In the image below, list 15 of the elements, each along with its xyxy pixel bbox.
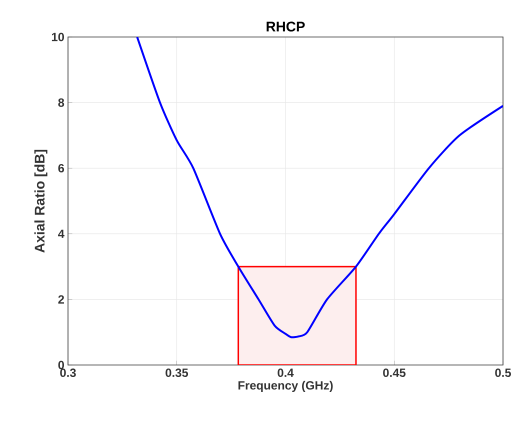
y-tick-label: 2 xyxy=(58,295,64,304)
y-tick-label: 6 xyxy=(58,164,64,172)
x-axis-title: Frequency (GHz) xyxy=(238,380,333,392)
x-tick-label: 0.45 xyxy=(383,368,406,377)
y-tick-label: 0 xyxy=(58,360,64,370)
x-tick-label: 0.3 xyxy=(60,368,76,378)
line-series xyxy=(136,36,504,338)
x-tick-label: 0.4 xyxy=(278,368,294,377)
x-tick-label: 0.5 xyxy=(495,368,511,377)
x-tick-label: 0.35 xyxy=(166,368,188,378)
chart-title: RHCP xyxy=(266,22,305,32)
y-axis-title: Axial Ratio [dB] xyxy=(34,150,48,253)
y-tick-label: 10 xyxy=(52,32,64,42)
y-tick-label: 4 xyxy=(58,230,64,238)
y-tick-label: 8 xyxy=(58,98,64,107)
